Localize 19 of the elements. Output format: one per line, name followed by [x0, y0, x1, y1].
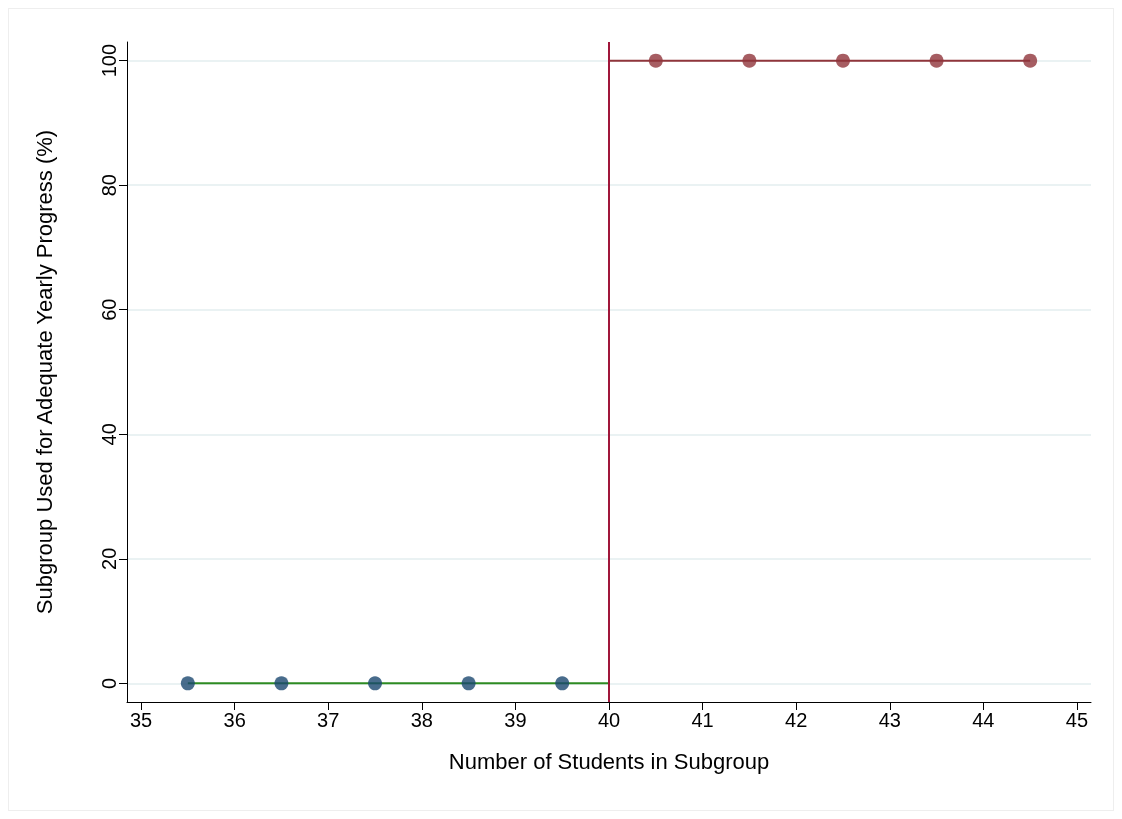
x-tick-label: 45	[1065, 709, 1089, 731]
x-tick-label: 40	[597, 709, 621, 731]
x-tick-label: 41	[691, 709, 714, 731]
y-tick-label: 40	[98, 423, 120, 446]
y-tick-label: 100	[98, 43, 120, 78]
x-tick-label: 43	[878, 709, 901, 731]
y-tick-label: 80	[98, 174, 120, 197]
x-tick-label: 38	[410, 709, 433, 731]
x-tick-label: 37	[317, 709, 340, 731]
y-tick-label: 60	[98, 298, 120, 321]
x-tick-label: 42	[785, 709, 808, 731]
y-axis-title: Subgroup Used for Adequate Yearly Progress (%)	[31, 129, 57, 615]
y-tick-label: 20	[98, 547, 120, 570]
x-axis-title: Number of Students in Subgroup	[448, 748, 770, 774]
x-tick-label: 44	[972, 709, 995, 731]
y-tick-label: 0	[98, 677, 120, 689]
x-tick-label: 36	[223, 709, 246, 731]
x-tick-label: 35	[129, 709, 153, 731]
x-tick-label: 39	[504, 709, 527, 731]
